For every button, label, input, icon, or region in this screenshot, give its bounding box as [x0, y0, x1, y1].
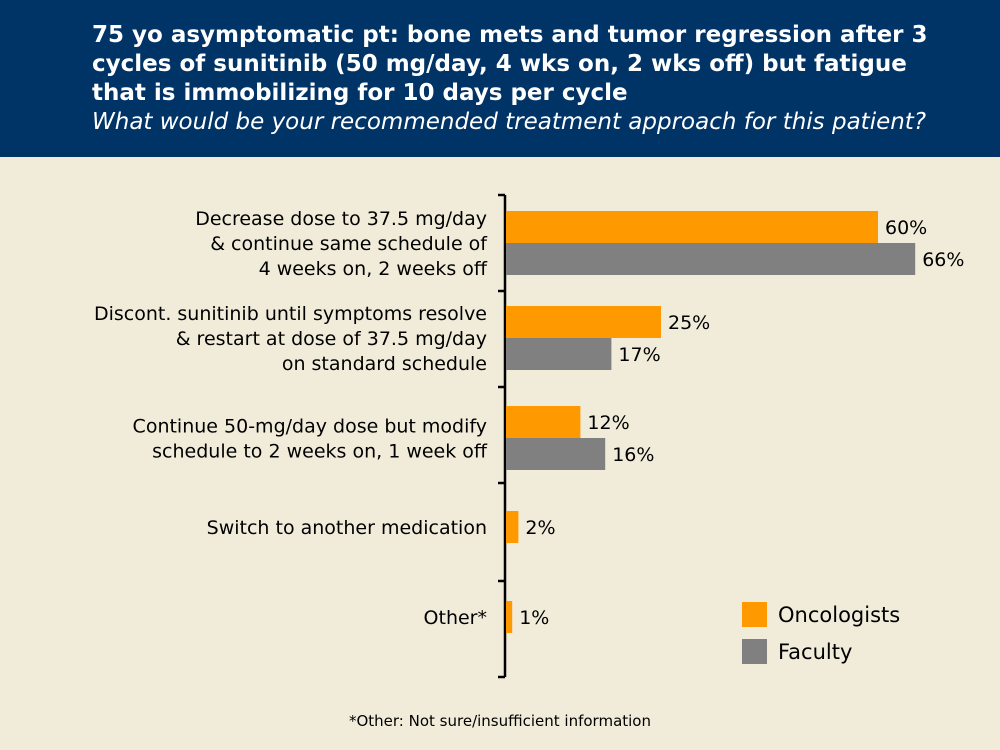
oncologists-bar [506, 306, 661, 338]
legend-swatch-oncologists [742, 602, 767, 627]
title-banner [0, 0, 1000, 157]
legend-label-oncologists: Oncologists [778, 603, 900, 627]
data-label: 60% [885, 217, 927, 239]
category-label: Discont. sunitinib until symptoms resolv… [94, 303, 487, 375]
data-label: 12% [587, 412, 629, 434]
category-label: Continue 50-mg/day dose but modify schedu… [133, 416, 488, 463]
faculty-bar [506, 243, 916, 275]
faculty-bar [506, 438, 606, 470]
title-line-1: 75 yo asymptomatic pt: bone mets and tum… [92, 22, 928, 48]
data-label: 17% [618, 344, 660, 366]
category-label-line: Decrease dose to 37.5 mg/day [195, 208, 487, 230]
data-label: 1% [519, 607, 549, 629]
category-label-line: on standard schedule [282, 353, 487, 375]
category-label: Other* [424, 607, 487, 629]
category-label-line: & continue same schedule of [210, 233, 488, 255]
category-label: Decrease dose to 37.5 mg/day & continue s… [195, 208, 488, 280]
oncologists-bar [506, 211, 878, 243]
category-label-line: Other* [424, 607, 487, 629]
legend-swatch-faculty [742, 639, 767, 664]
oncologists-bar [506, 511, 519, 543]
data-label: 2% [525, 517, 555, 539]
oncologists-bar [506, 601, 513, 633]
title-line-2: cycles of sunitinib (50 mg/day, 4 wks on… [92, 51, 907, 77]
category-label: Switch to another medication [207, 517, 487, 539]
chart-title: 75 yo asymptomatic pt: bone mets and tum… [92, 21, 972, 137]
category-label-line: Discont. sunitinib until symptoms resolv… [94, 303, 487, 325]
title-line-3: that is immobilizing for 10 days per cyc… [92, 80, 628, 106]
category-label-line: Continue 50-mg/day dose but modify [133, 416, 487, 438]
category-label-line: Switch to another medication [207, 517, 487, 539]
footnote: *Other: Not sure/insufficient informatio… [348, 712, 651, 730]
category-label-line: & restart at dose of 37.5 mg/day [176, 328, 487, 350]
oncologists-bar [506, 406, 581, 438]
data-label: 16% [612, 444, 654, 466]
bar-chart: Decrease dose to 37.5 mg/day & continue s… [94, 193, 964, 679]
data-label: 25% [668, 312, 710, 334]
chart-subtitle: What would be your recommended treatment… [92, 109, 927, 135]
faculty-bar [506, 338, 612, 370]
category-label-line: 4 weeks on, 2 weeks off [259, 258, 488, 280]
category-label-line: schedule to 2 weeks on, 1 week off [152, 441, 488, 463]
legend-label-faculty: Faculty [778, 640, 852, 664]
data-label: 66% [922, 249, 964, 271]
